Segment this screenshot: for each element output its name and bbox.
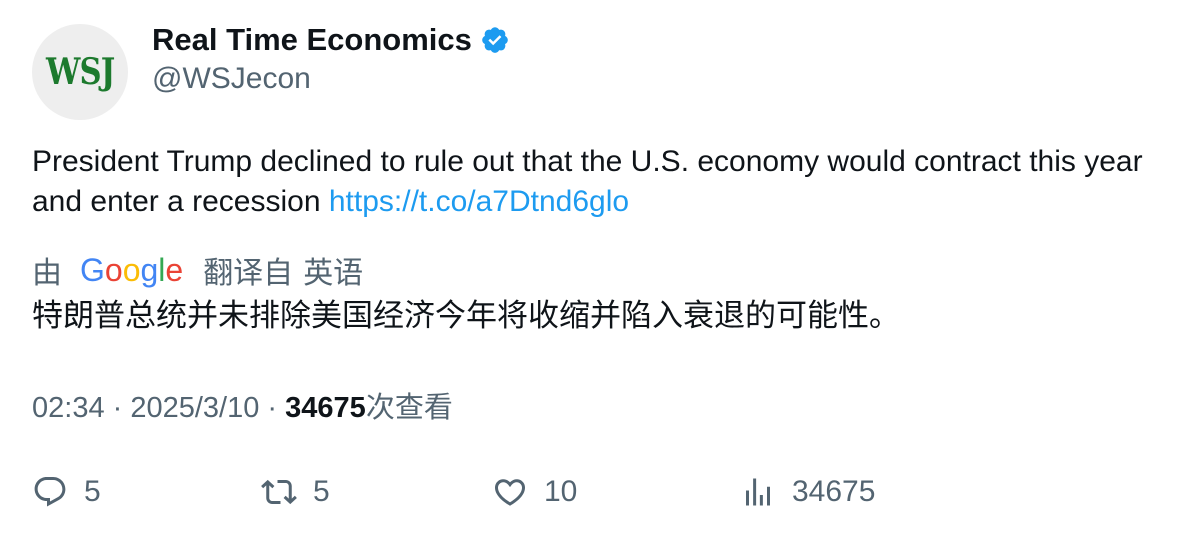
views-count: 34675 — [285, 392, 366, 424]
retweet-icon — [261, 479, 297, 505]
meta-separator: · — [104, 392, 131, 424]
avatar[interactable]: WSJ — [32, 24, 128, 120]
views-label: 次查看 — [365, 392, 453, 424]
source-language: 英语 — [303, 257, 364, 290]
like-count: 10 — [544, 475, 578, 508]
translate-from-label: 翻译自 — [203, 257, 294, 290]
analytics-count: 34675 — [792, 475, 876, 508]
heart-icon — [494, 479, 526, 506]
tweet-meta: 02:34 · 2025/3/10 · 34675 次查看 — [32, 384, 453, 426]
tweet-date[interactable]: 2025/3/10 — [130, 392, 260, 424]
retweet-count: 5 — [313, 475, 330, 508]
retweet-button[interactable]: 5 — [261, 470, 330, 514]
tweet-time[interactable]: 02:34 — [32, 392, 105, 424]
tweet-body: President Trump declined to rule out tha… — [32, 145, 1143, 218]
reply-button[interactable]: 5 — [32, 470, 101, 514]
translate-by-label: 由 — [32, 257, 62, 290]
analytics-icon — [746, 478, 770, 506]
reply-icon — [34, 477, 66, 507]
tweet-text: President Trump declined to rule out tha… — [32, 142, 1172, 222]
action-bar: 5 5 10 34675 — [0, 470, 1196, 514]
tweet-link[interactable]: https://t.co/a7Dtnd6glo — [328, 185, 630, 218]
views-button[interactable]: 34675 — [740, 470, 875, 514]
display-name[interactable]: Real Time Economics — [152, 22, 472, 57]
meta-separator: · — [259, 392, 286, 424]
like-button[interactable]: 10 — [492, 470, 577, 514]
verified-badge-icon — [482, 27, 508, 53]
author-handle[interactable]: @WSJecon — [152, 62, 311, 95]
author-name-row: Real Time Economics — [152, 22, 510, 58]
translated-text: 特朗普总统并未排除美国经济今年将收缩并陷入衰退的可能性。 — [32, 298, 900, 333]
wsj-logo: WSJ — [45, 51, 115, 93]
reply-count: 5 — [84, 475, 101, 508]
